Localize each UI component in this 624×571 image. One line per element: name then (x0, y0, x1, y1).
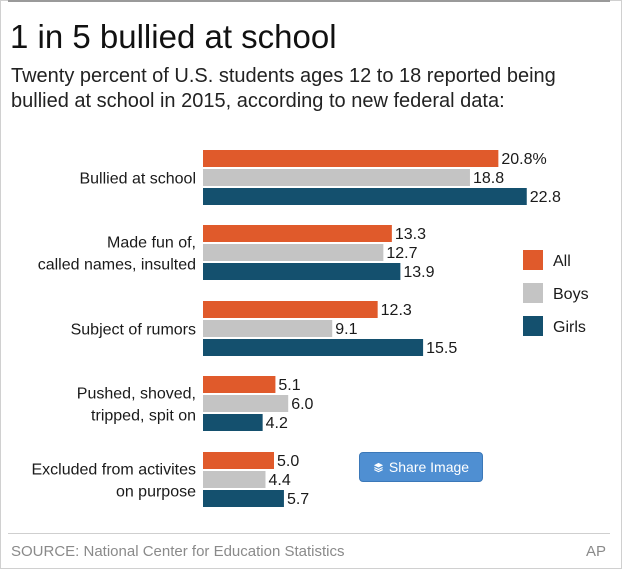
category-label: Excluded from activites (31, 462, 196, 479)
data-label: 15.5 (426, 340, 457, 357)
bar-all (203, 150, 499, 167)
bar-all (203, 225, 392, 242)
bar-girls (203, 490, 284, 507)
data-label: 5.7 (287, 491, 309, 508)
footer-rule (8, 533, 610, 534)
category-label: Bullied at school (79, 171, 196, 188)
bar-all (203, 376, 276, 393)
data-label: 12.7 (386, 245, 417, 262)
category-label: Made fun of, (107, 235, 196, 252)
share-image-label: Share Image (388, 459, 470, 475)
data-label: 22.8 (530, 189, 561, 206)
bar-girls (203, 188, 527, 205)
bar-all (203, 301, 378, 318)
bar-girls (203, 263, 401, 280)
bar-boys (203, 471, 266, 488)
legend-label: Boys (553, 286, 589, 303)
legend-swatch-girls (523, 316, 543, 336)
chart-subtitle: Twenty percent of U.S. students ages 12 … (11, 65, 556, 112)
category-label: tripped, spit on (91, 408, 196, 425)
credit-label: AP (585, 543, 606, 560)
bar-boys (203, 320, 333, 337)
legend-label: Girls (553, 319, 586, 336)
layers-icon (373, 462, 383, 472)
data-label: 9.1 (335, 321, 357, 338)
data-label: 12.3 (381, 302, 412, 319)
data-label: 4.4 (268, 472, 290, 489)
bar-boys (203, 244, 384, 261)
bar-boys (203, 395, 289, 412)
data-label: 13.3 (395, 226, 426, 243)
bar-girls (203, 414, 263, 431)
bar-girls (203, 339, 424, 356)
top-rule (8, 0, 610, 2)
chart-title: 1 in 5 bullied at school (10, 18, 337, 55)
source-note: SOURCE: National Center for Education St… (11, 543, 345, 560)
category-label: Pushed, shoved, (77, 386, 196, 403)
share-image-button[interactable]: Share Image (359, 452, 483, 482)
data-label: 5.1 (278, 377, 300, 394)
legend-swatch-all (523, 250, 543, 270)
category-label: Subject of rumors (71, 322, 196, 339)
category-label: on purpose (116, 484, 196, 501)
legend-swatch-boys (523, 283, 543, 303)
legend-label: All (553, 253, 571, 270)
bar-all (203, 452, 274, 469)
data-label: 18.8 (473, 170, 504, 187)
data-label: 6.0 (291, 396, 313, 413)
data-label: 20.8% (501, 151, 546, 168)
data-label: 13.9 (403, 264, 434, 281)
category-label: called names, insulted (38, 257, 196, 274)
bar-boys (203, 169, 470, 186)
data-label: 5.0 (277, 453, 299, 470)
data-label: 4.2 (266, 415, 288, 432)
